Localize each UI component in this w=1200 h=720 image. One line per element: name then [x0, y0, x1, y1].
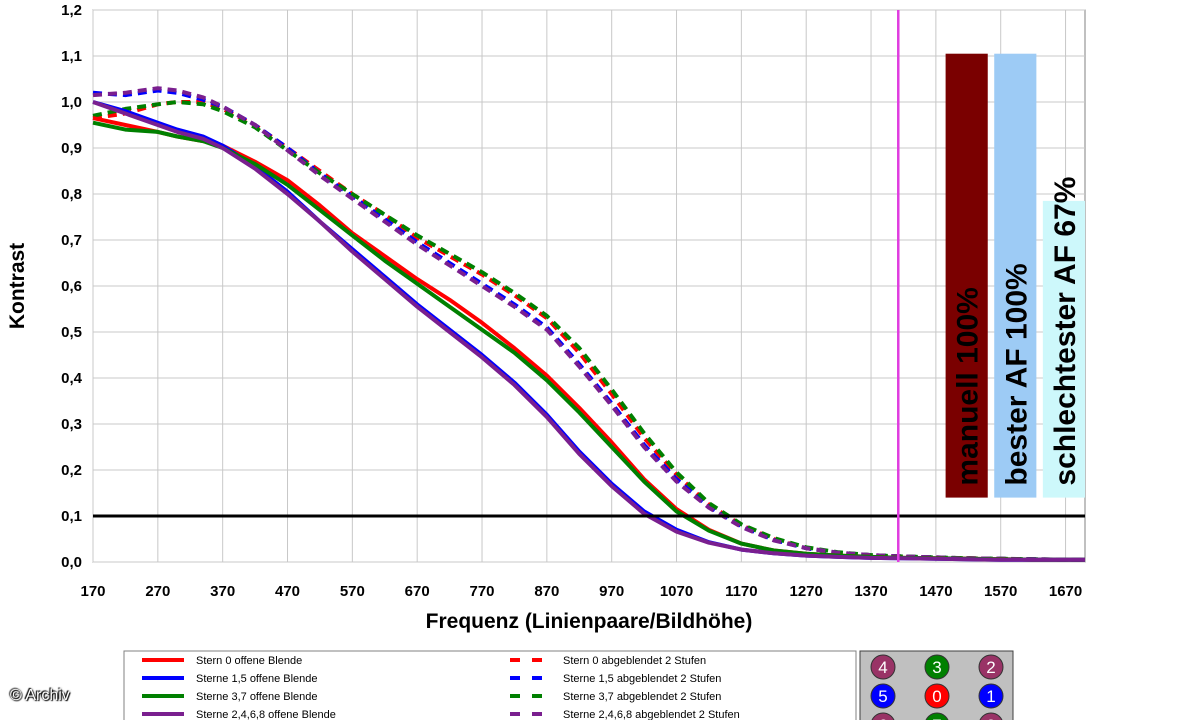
y-tick-label: 0,7: [61, 232, 82, 249]
star-position-label: 0: [932, 687, 941, 706]
star-position-marker: [870, 654, 896, 680]
x-axis-title: Frequenz (Linienpaare/Bildhöhe): [426, 610, 753, 633]
star-position-label: 5: [878, 687, 887, 706]
legend-label: Sterne 1,5 abgeblendet 2 Stufen: [563, 673, 721, 685]
series-line: [92, 100, 1085, 562]
x-tick-label: 270: [145, 583, 170, 600]
y-tick-label: 1,0: [61, 94, 82, 111]
star-position-marker: [924, 683, 950, 709]
af-bar: [1042, 200, 1085, 498]
x-tick-label: 1070: [660, 583, 693, 600]
copyright-notice: © Archiv: [10, 687, 70, 704]
x-tick-label: 170: [80, 583, 105, 600]
star-position-marker: [978, 654, 1004, 680]
af-bar: [945, 53, 988, 498]
af-bar: [994, 53, 1037, 498]
legend-box: [123, 650, 857, 720]
legend-label: Stern 0 offene Blende: [196, 655, 302, 667]
star-position-label: 2: [986, 658, 995, 677]
x-tick-label: 1370: [854, 583, 887, 600]
legend-label: Stern 0 abgeblendet 2 Stufen: [563, 655, 706, 667]
x-tick-label: 870: [534, 583, 559, 600]
star-position-label: 4: [878, 658, 887, 677]
star-position-grid: 4 3 2 5 0 1 6 7 8: [859, 650, 1014, 720]
x-tick-label: 970: [599, 583, 624, 600]
legend: Stern 0 offene Blende Sterne 1,5 offene B…: [123, 650, 857, 720]
legend-label: Sterne 3,7 abgeblendet 2 Stufen: [563, 691, 721, 703]
star-position-label: 8: [986, 716, 995, 720]
star-position-label: 7: [932, 716, 941, 720]
star-position-label: 6: [878, 716, 887, 720]
y-tick-label: 1,1: [61, 48, 82, 65]
legend-label: Sterne 2,4,6,8 abgeblendet 2 Stufen: [563, 709, 740, 720]
y-tick-label: 0,2: [61, 462, 82, 479]
af-bar-label: schlechtester AF 67%: [1049, 177, 1082, 486]
x-tick-label: 1270: [790, 583, 823, 600]
y-tick-label: 0,9: [61, 140, 82, 157]
legend-label: Sterne 3,7 offene Blende: [196, 691, 318, 703]
star-position-label: 1: [986, 687, 995, 706]
x-tick-label: 1570: [984, 583, 1017, 600]
curve-series: [92, 86, 1085, 562]
x-tick-labels: 170 270 370 470 570 670 770 870 970 1070 1170 1270 1…: [80, 583, 1082, 600]
star-position-marker: [978, 683, 1004, 709]
y-axis-title: Kontrast: [6, 243, 29, 329]
af-bar-label: bester AF 100%: [1000, 263, 1033, 485]
x-tick-label: 1470: [919, 583, 952, 600]
y-tick-label: 1,2: [61, 2, 82, 19]
legend-label: Sterne 2,4,6,8 offene Blende: [196, 709, 336, 720]
reference-lines: [93, 10, 1085, 562]
y-tick-label: 0,3: [61, 416, 82, 433]
x-tick-label: 570: [340, 583, 365, 600]
x-tick-label: 1670: [1049, 583, 1082, 600]
x-tick-label: 370: [210, 583, 235, 600]
star-position-marker: [979, 712, 1003, 720]
legend-label: Sterne 1,5 offene Blende: [196, 673, 318, 685]
star-position-marker: [925, 712, 949, 720]
x-tick-label: 1170: [725, 583, 758, 600]
y-tick-label: 0,4: [61, 370, 83, 387]
y-tick-label: 0,6: [61, 278, 82, 295]
af-bar-label: manuell 100%: [952, 287, 985, 485]
x-tick-label: 770: [470, 583, 495, 600]
y-tick-label: 0,5: [61, 324, 82, 341]
y-tick-label: 0,0: [61, 554, 82, 571]
y-tick-labels: 0,0 0,1 0,2 0,3 0,4 0,5 0,6 0,7 0,8 0,9 1,0 1,1 1,2: [61, 2, 83, 571]
y-tick-label: 0,1: [61, 508, 82, 525]
autofocus-bars: manuell 100% bester AF 100% schlechtester …: [945, 53, 1085, 498]
x-tick-label: 670: [405, 583, 430, 600]
star-position-marker: [924, 654, 950, 680]
star-position-label: 3: [932, 658, 941, 677]
star-position-marker: [871, 712, 895, 720]
x-tick-label: 470: [275, 583, 300, 600]
star-position-marker: [870, 683, 896, 709]
y-tick-label: 0,8: [61, 186, 82, 203]
